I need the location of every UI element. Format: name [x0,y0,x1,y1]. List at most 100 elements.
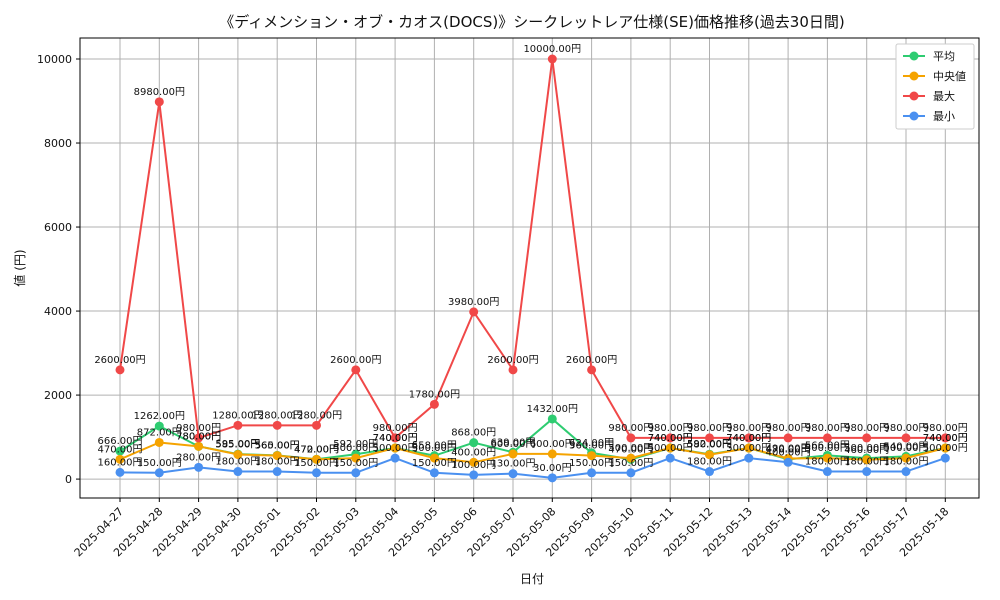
data-point [429,468,439,478]
y-tick-label: 10000 [37,53,72,66]
data-label: 160.00円 [98,457,143,468]
data-label: 500.00円 [844,443,889,454]
data-label: 872.00円 [137,427,182,438]
data-label: 980.00円 [373,423,418,434]
data-point [233,420,243,430]
data-point [194,441,204,451]
plot-frame [79,37,980,499]
data-label: 980.00円 [608,423,653,434]
data-label: 150.00円 [412,458,457,469]
series-1 [115,437,950,467]
data-label: 740.00円 [726,433,771,444]
data-label: 500.00円 [805,443,850,454]
data-label: 180.00円 [687,457,732,468]
data-point [154,97,164,107]
data-label: 740.00円 [923,433,968,444]
data-point [705,433,714,443]
y-tick-label: 8000 [44,137,72,150]
data-label: 180.00円 [884,457,929,468]
legend-box [895,43,975,130]
data-label: 595.00円 [215,439,260,450]
legend-label: 平均 [933,50,955,63]
data-label: 666.00円 [98,436,143,447]
legend-marker [909,51,919,61]
data-label: 980.00円 [766,423,811,434]
data-label: 1432.00円 [527,404,578,415]
data-label: 500.00円 [412,443,457,454]
data-point [783,433,793,443]
data-point [940,443,950,453]
data-point [272,467,282,477]
data-label: 740.00円 [373,433,418,444]
data-point [429,453,439,463]
data-point [744,453,754,463]
data-label: 470.00円 [766,444,811,455]
y-tick-label: 6000 [44,221,72,234]
data-point [115,446,125,456]
data-label: 150.00円 [294,458,339,469]
legend-marker [909,91,919,101]
data-label: 180.00円 [255,457,300,468]
y-ticks: 0 2000 4000 6000 8000 10000 [37,53,80,486]
data-label: 500.00円 [726,443,771,454]
data-point [469,470,479,480]
series-2 [115,54,950,443]
data-label: 150.00円 [333,458,378,469]
data-label: 868.00円 [451,428,496,439]
data-label: 180.00円 [805,457,850,468]
data-point [547,473,557,483]
data-label: 500.00円 [373,443,418,454]
data-point [822,453,832,463]
y-tick-label: 4000 [44,305,72,318]
data-label: 1280.00円 [252,410,303,421]
data-label: 10000.00円 [523,44,581,55]
data-point [940,453,950,463]
data-point [705,467,714,477]
data-label: 780.00円 [176,431,221,442]
data-point [705,450,714,460]
data-point [665,453,675,463]
data-label: 780.00円 [176,431,221,442]
data-label: 1280.00円 [291,410,342,421]
legend-label: 中央値 [933,70,966,83]
data-label: 980.00円 [805,423,850,434]
data-label: 740.00円 [648,433,693,444]
data-label: 980.00円 [648,423,693,434]
data-label: 600.00円 [491,439,536,450]
data-point [508,449,518,459]
data-label: 2600.00円 [566,355,617,366]
data-label: 980.00円 [923,423,968,434]
data-point [508,469,518,479]
data-point [744,443,754,453]
data-point [312,420,321,430]
data-label: 1262.00円 [134,411,185,422]
data-label: 980.00円 [884,423,929,434]
data-point [626,453,636,463]
data-label: 560.00円 [569,441,614,452]
data-point [390,453,400,463]
data-point [115,365,125,375]
data-label: 470.00円 [608,444,653,455]
data-label: 639.00円 [491,437,536,448]
data-label: 740.00円 [373,433,418,444]
data-label: 980.00円 [176,423,221,434]
data-label-layer: 666.00円 1262.00円 780.00円595.00円565.00円472.… [94,44,967,474]
data-point [469,307,479,317]
data-point [272,451,282,461]
data-label: 566.00円 [805,440,850,451]
data-label: 490.00円 [766,444,811,455]
data-label: 400.00円 [766,447,811,458]
data-label: 980.00円 [726,423,771,434]
data-label: 2600.00円 [330,355,381,366]
data-point [626,433,636,443]
data-point [901,433,911,443]
data-point [312,454,321,464]
series-layer [115,54,950,483]
data-label: 500.00円 [608,443,653,454]
y-tick-label: 0 [65,473,72,486]
data-label: 624.00円 [569,438,614,449]
data-label: 150.00円 [137,458,182,469]
data-label: 500.00円 [923,443,968,454]
data-label: 470.00円 [98,444,143,455]
data-label: 500.00円 [648,443,693,454]
